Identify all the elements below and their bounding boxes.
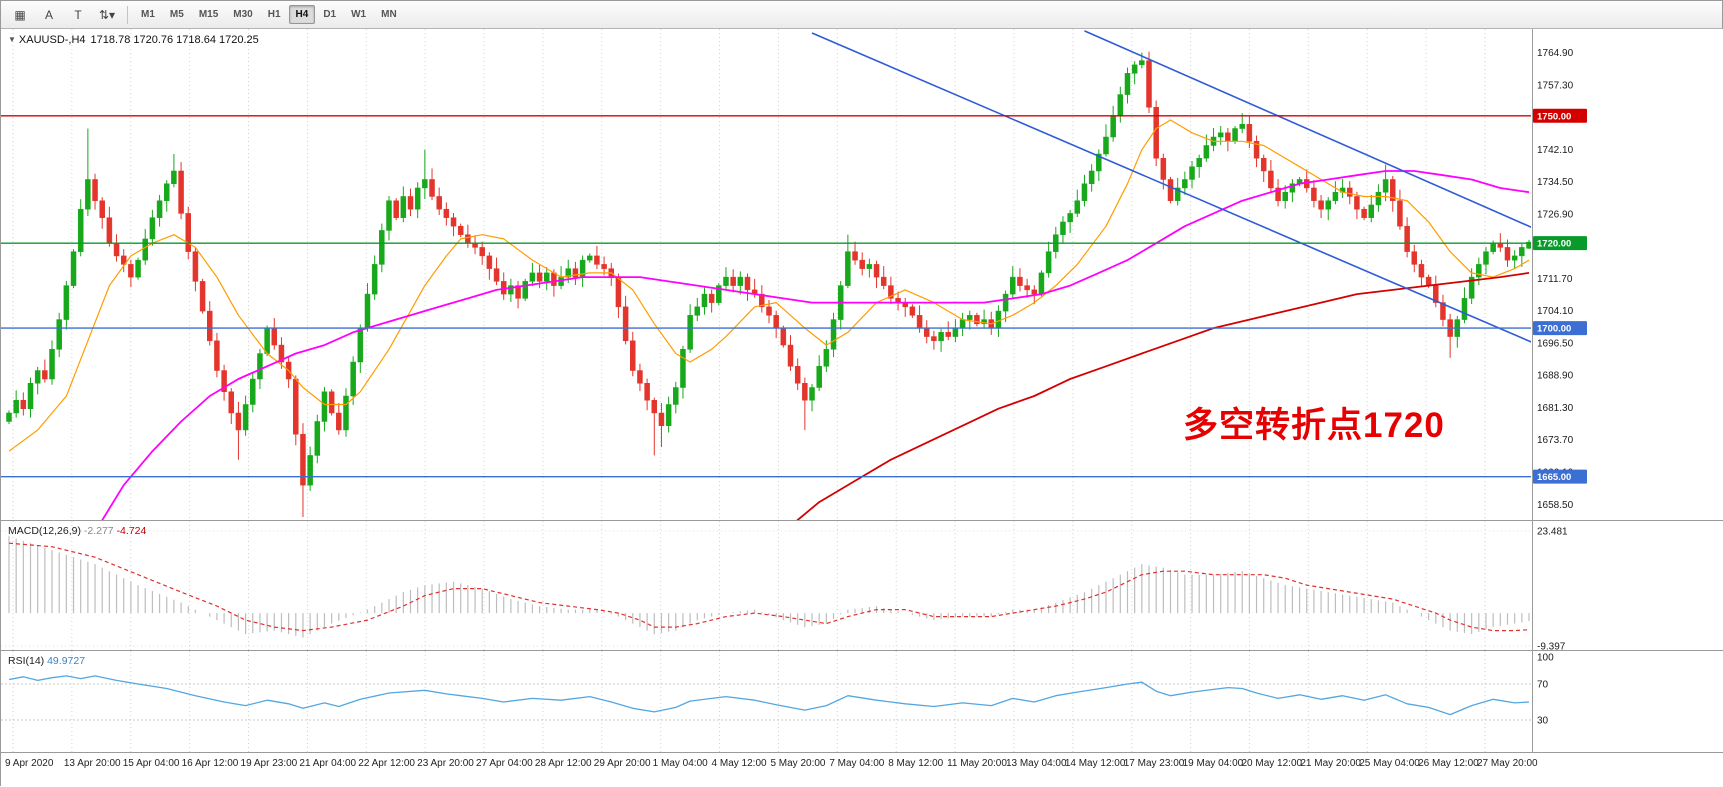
time-axis-label: 28 Apr 12:00 <box>534 758 592 769</box>
svg-text:30: 30 <box>1537 716 1549 727</box>
svg-text:1704.10: 1704.10 <box>1537 306 1574 317</box>
timeframe-button-d1[interactable]: D1 <box>323 9 337 20</box>
time-axis-label: 23 Apr 20:00 <box>417 758 474 769</box>
svg-text:RSI(14) 49.9727: RSI(14) 49.9727 <box>8 655 85 667</box>
time-axis[interactable]: 9 Apr 2020 13 Apr 20:00 15 Apr 04:00 16 Apr… <box>1 753 1723 787</box>
time-axis-label: 19 Apr 23:00 <box>240 758 298 769</box>
chart-shift-dropdown[interactable]: ⇅▾ <box>98 7 116 22</box>
chart-header: ▼ XAUUSD-,H4 1718.78 1720.76 1718.64 1720.… <box>8 34 259 46</box>
svg-text:1665.00: 1665.00 <box>1537 472 1571 483</box>
time-axis-label: 22 Apr 12:00 <box>358 758 415 769</box>
svg-text:1750.00: 1750.00 <box>1537 111 1571 122</box>
svg-text:1700.00: 1700.00 <box>1537 324 1571 335</box>
time-axis-label: 25 May 04:00 <box>1359 758 1420 769</box>
time-axis-label: 27 May 20:00 <box>1477 758 1538 769</box>
chart-tools-group: ▦ A T ⇅▾ <box>6 4 121 26</box>
time-axis-label: 21 Apr 04:00 <box>299 758 357 769</box>
svg-text:1673.70: 1673.70 <box>1537 435 1574 446</box>
time-axis-label: 21 May 20:00 <box>1300 758 1361 769</box>
timeframe-button-h4[interactable]: H4 <box>288 5 316 24</box>
svg-text:1764.90: 1764.90 <box>1537 48 1574 59</box>
svg-text:MACD(12,26,9) -2.277 -4.724: MACD(12,26,9) -2.277 -4.724 <box>8 525 146 537</box>
timeframe-button-m15[interactable]: M15 <box>198 9 219 20</box>
time-axis-label: 5 May 20:00 <box>770 758 826 769</box>
svg-text:1688.90: 1688.90 <box>1537 371 1574 382</box>
svg-text:23.481: 23.481 <box>1537 527 1568 538</box>
symbol-period-label: XAUUSD-,H4 <box>18 34 86 46</box>
time-axis-label: 20 May 12:00 <box>1241 758 1303 769</box>
time-axis-label: 15 Apr 04:00 <box>122 758 180 769</box>
time-axis-label: 29 Apr 20:00 <box>593 758 651 769</box>
time-axis-label: 17 May 23:00 <box>1123 758 1185 769</box>
timeframe-button-m5[interactable]: M5 <box>169 9 184 20</box>
time-axis-label: 14 May 12:00 <box>1064 758 1126 769</box>
panel-divider-macd[interactable] <box>1 520 1723 521</box>
svg-text:1742.10: 1742.10 <box>1537 145 1574 156</box>
chart-annotation-text: 多空转折点1720 <box>1183 406 1445 445</box>
svg-text:1734.50: 1734.50 <box>1537 177 1574 188</box>
svg-text:1757.30: 1757.30 <box>1537 80 1574 91</box>
timeframe-bar: M1 M5 M15 M30 H1 H4 D1 W1 MN <box>134 5 404 24</box>
macd-panel-canvas[interactable]: MACD(12,26,9) -2.277 -4.724 23.481 -9.397 <box>1 521 1723 651</box>
time-axis-label: 27 Apr 04:00 <box>476 758 533 769</box>
panel-divider-rsi[interactable] <box>1 650 1723 651</box>
time-axis-label: 1 May 04:00 <box>652 758 708 769</box>
price-scale-separator <box>1532 29 1533 753</box>
timeframe-button-h1[interactable]: H1 <box>267 9 281 20</box>
toolbar: ▦ A T ⇅▾ M1 M5 M15 M30 H1 H4 D1 W1 MN <box>1 1 1722 29</box>
svg-text:100: 100 <box>1537 653 1554 664</box>
time-axis-label: 19 May 04:00 <box>1182 758 1244 769</box>
time-axis-label: 26 May 12:00 <box>1418 758 1479 769</box>
time-axis-label: 11 May 20:00 <box>947 758 1007 769</box>
toolbar-separator <box>127 5 128 24</box>
panel-divider-axis <box>1 752 1723 753</box>
collapse-chart-icon[interactable]: ▼ <box>8 35 16 44</box>
svg-text:1720.00: 1720.00 <box>1537 239 1571 250</box>
svg-text:70: 70 <box>1537 680 1549 691</box>
rsi-panel-canvas[interactable]: RSI(14) 49.9727 100 70 30 <box>1 651 1723 753</box>
charts-grid-icon[interactable]: ▦ <box>14 7 26 22</box>
timeframe-button-mn[interactable]: MN <box>381 9 397 20</box>
time-axis-label: 9 Apr 2020 <box>5 758 54 769</box>
time-axis-label: 16 Apr 12:00 <box>181 758 239 769</box>
time-axis-label: 13 May 04:00 <box>1005 758 1067 769</box>
svg-text:-9.397: -9.397 <box>1537 642 1566 652</box>
svg-text:1726.90: 1726.90 <box>1537 209 1574 220</box>
time-axis-label: 4 May 12:00 <box>711 758 767 769</box>
time-axis-label: 7 May 04:00 <box>829 758 885 769</box>
ohlc-values-label: 1718.78 1720.76 1718.64 1720.25 <box>90 34 259 46</box>
timeframe-button-w1[interactable]: W1 <box>351 9 367 20</box>
svg-text:1711.70: 1711.70 <box>1537 274 1573 285</box>
svg-text:1696.50: 1696.50 <box>1537 338 1574 349</box>
timeframe-button-m30[interactable]: M30 <box>233 9 253 20</box>
price-chart-canvas[interactable]: 1764.901757.301749.701742.101734.501726.… <box>1 29 1723 521</box>
svg-text:1681.30: 1681.30 <box>1537 403 1574 414</box>
time-axis-label: 8 May 12:00 <box>888 758 944 769</box>
type-tool-button[interactable]: T <box>74 7 82 22</box>
time-axis-label: 13 Apr 20:00 <box>63 758 121 769</box>
svg-text:1658.50: 1658.50 <box>1537 500 1574 511</box>
timeframe-button-m1[interactable]: M1 <box>141 9 155 20</box>
text-tool-button[interactable]: A <box>44 7 53 22</box>
